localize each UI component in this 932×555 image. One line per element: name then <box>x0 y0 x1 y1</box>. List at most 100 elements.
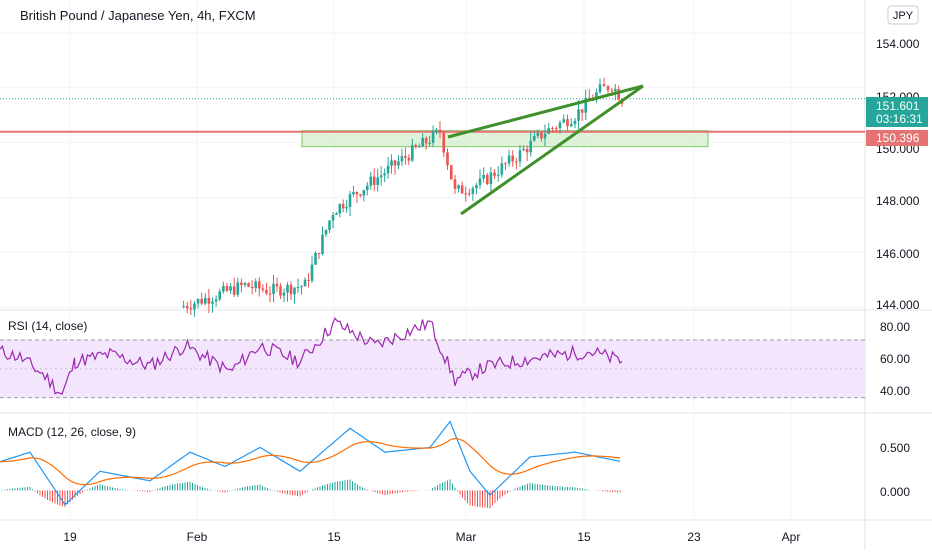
wedge-lower-line <box>460 84 644 216</box>
candle-body <box>573 120 577 125</box>
candle-body <box>525 148 529 153</box>
candle-body <box>303 279 307 287</box>
candle-body <box>614 89 617 92</box>
candle-body <box>536 132 540 137</box>
candle-body <box>352 192 355 195</box>
candle-body <box>379 175 383 178</box>
candle-body <box>229 286 232 291</box>
symbol-title: British Pound / Japanese Yen, 4h, FXCM <box>20 8 256 23</box>
candle-body <box>446 152 449 166</box>
candle-body <box>435 129 438 132</box>
candle-body <box>275 283 279 287</box>
candle-body <box>214 299 218 302</box>
candle-body <box>397 161 400 166</box>
candle-body <box>369 176 373 186</box>
candle-body <box>243 283 247 286</box>
rising-wedge <box>447 84 644 216</box>
candle-body <box>610 90 614 92</box>
candle-body <box>449 165 453 180</box>
currency-button[interactable]: JPY <box>887 5 919 25</box>
candle-body <box>393 160 397 166</box>
last-price-tag: 151.601 03:16:31 <box>866 97 928 127</box>
macd-tick: 0.000 <box>880 485 910 499</box>
candle-body <box>414 145 418 147</box>
time-tick: 19 <box>63 530 77 544</box>
candle-body <box>222 285 225 292</box>
candle-body <box>496 174 500 176</box>
candle-body <box>261 288 265 290</box>
candle-body <box>300 286 303 288</box>
rsi-title: RSI (14, close) <box>8 319 87 333</box>
candle-body <box>250 286 254 289</box>
macd-title: MACD (12, 26, close, 9) <box>8 425 136 439</box>
candle-body <box>404 156 407 158</box>
candle-body <box>359 194 362 196</box>
candle-body <box>335 213 338 215</box>
candle-body <box>407 157 411 161</box>
signal-line <box>0 437 621 486</box>
candle-body <box>511 155 515 162</box>
candle-body <box>547 128 551 134</box>
time-tick: 15 <box>577 530 591 544</box>
candle-body <box>207 297 211 304</box>
candle-body <box>366 185 369 191</box>
candle-body <box>400 156 404 162</box>
candle-body <box>265 289 268 294</box>
candle-body <box>182 306 185 308</box>
rsi-line <box>0 317 623 395</box>
candle-body <box>279 286 282 296</box>
candle-body <box>515 161 518 163</box>
candle-body <box>296 287 300 289</box>
rsi-tick: 40.00 <box>880 384 910 398</box>
candle-body <box>341 204 345 209</box>
candle-body <box>232 286 236 295</box>
candle-body <box>324 229 328 235</box>
candle-body <box>602 84 606 87</box>
candle-body <box>189 308 193 310</box>
candle-body <box>471 188 475 194</box>
price-tick: 148.000 <box>876 194 920 208</box>
level-label: 150.396 <box>876 131 920 145</box>
candle-body <box>218 291 222 300</box>
candle-body <box>211 301 214 304</box>
candle-body <box>522 148 525 151</box>
candle-body <box>558 122 562 129</box>
candle-body <box>554 128 558 130</box>
candle-body <box>314 252 317 265</box>
candle-body <box>376 177 379 186</box>
candle-body <box>254 281 258 289</box>
time-tick: Feb <box>187 530 208 544</box>
candle-body <box>203 297 207 304</box>
candle-body <box>518 150 522 162</box>
time-tick: 15 <box>327 530 341 544</box>
resistance-zone <box>0 98 865 148</box>
candle-body <box>338 204 342 214</box>
candle-body <box>475 185 478 189</box>
wedge-upper-line <box>447 84 644 139</box>
candle-body <box>236 282 240 295</box>
candle-body <box>331 214 335 221</box>
candle-body <box>464 193 468 195</box>
candle-body <box>386 165 390 174</box>
candle-body <box>417 146 421 148</box>
candle-body <box>493 172 496 176</box>
candle-body <box>345 207 348 209</box>
candle-body <box>566 119 569 127</box>
candle-body <box>200 299 203 304</box>
candle-body <box>411 145 414 161</box>
candle-body <box>321 234 324 255</box>
candle-body <box>293 287 296 295</box>
candle-body <box>580 109 584 113</box>
candle-body <box>286 284 289 293</box>
candle-body <box>540 132 543 139</box>
time-tick: Mar <box>456 530 477 544</box>
level-tag: 150.396 <box>866 130 928 146</box>
candle-body <box>598 84 602 93</box>
price-tick: 144.000 <box>876 298 920 312</box>
candle-body <box>307 279 310 281</box>
macd-panel <box>0 420 621 509</box>
last-price: 151.601 <box>876 99 920 113</box>
candle-body <box>240 282 243 286</box>
candle-body <box>193 303 196 310</box>
